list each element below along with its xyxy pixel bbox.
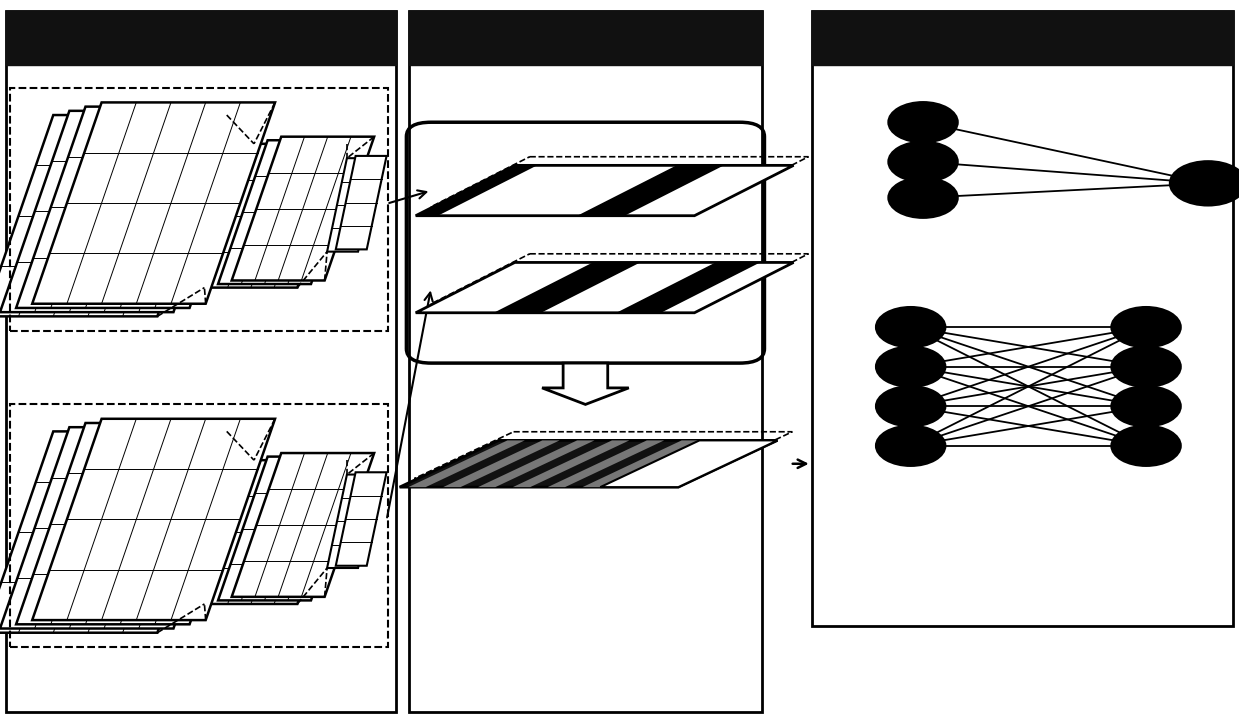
Bar xyxy=(812,11,1233,65)
Polygon shape xyxy=(0,115,227,316)
Polygon shape xyxy=(0,431,227,633)
Bar xyxy=(812,11,1233,626)
Polygon shape xyxy=(16,423,259,624)
Circle shape xyxy=(1111,426,1181,466)
Polygon shape xyxy=(204,460,347,604)
Polygon shape xyxy=(218,457,361,600)
Polygon shape xyxy=(16,106,259,308)
Polygon shape xyxy=(32,102,275,303)
Circle shape xyxy=(876,307,945,347)
Circle shape xyxy=(888,102,958,142)
Polygon shape xyxy=(327,158,378,252)
Bar xyxy=(409,11,762,712)
Polygon shape xyxy=(444,440,560,487)
Polygon shape xyxy=(577,165,724,216)
Polygon shape xyxy=(513,440,629,487)
Polygon shape xyxy=(493,262,641,313)
Polygon shape xyxy=(416,165,536,216)
Polygon shape xyxy=(32,418,275,620)
Polygon shape xyxy=(478,440,595,487)
Polygon shape xyxy=(543,363,629,405)
Polygon shape xyxy=(327,475,378,568)
Circle shape xyxy=(1111,307,1181,347)
Polygon shape xyxy=(232,137,374,280)
Polygon shape xyxy=(232,453,374,597)
Polygon shape xyxy=(617,262,761,313)
Polygon shape xyxy=(399,440,778,487)
Polygon shape xyxy=(582,440,699,487)
Polygon shape xyxy=(409,440,525,487)
Polygon shape xyxy=(416,165,794,216)
Bar xyxy=(6,11,396,65)
Polygon shape xyxy=(652,440,768,487)
Polygon shape xyxy=(218,140,361,284)
Circle shape xyxy=(1111,386,1181,426)
Polygon shape xyxy=(617,440,733,487)
Polygon shape xyxy=(416,262,794,313)
Circle shape xyxy=(876,347,945,387)
Circle shape xyxy=(1111,347,1181,387)
Circle shape xyxy=(876,386,945,426)
Circle shape xyxy=(1170,161,1239,206)
Polygon shape xyxy=(0,427,243,628)
Polygon shape xyxy=(204,144,347,288)
Polygon shape xyxy=(336,472,387,566)
Bar xyxy=(6,11,396,712)
Polygon shape xyxy=(600,440,778,487)
Circle shape xyxy=(876,426,945,466)
Bar xyxy=(409,11,762,65)
Polygon shape xyxy=(0,111,243,312)
Circle shape xyxy=(888,142,958,182)
Circle shape xyxy=(888,178,958,218)
Polygon shape xyxy=(336,156,387,249)
Polygon shape xyxy=(548,440,664,487)
